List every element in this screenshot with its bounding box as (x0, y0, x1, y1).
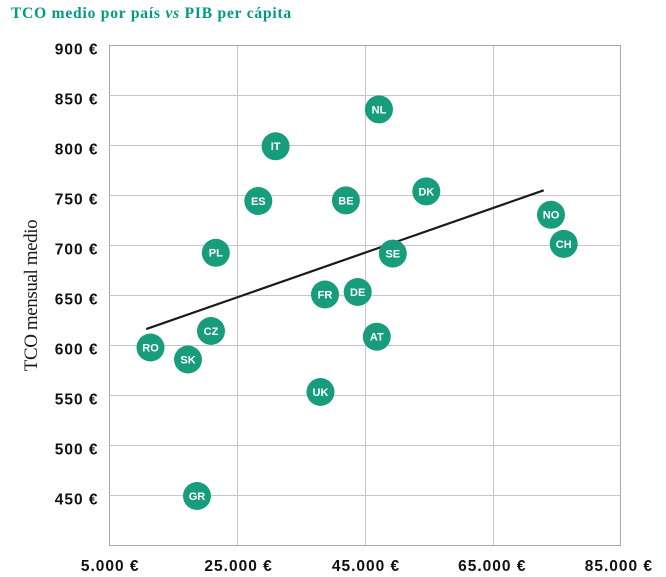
svg-text:550 €: 550 € (55, 392, 99, 409)
svg-text:900 €: 900 € (55, 42, 99, 59)
svg-text:TCO medio por país vs PIB per: TCO medio por país vs PIB per cápita (11, 5, 292, 22)
svg-text:450 €: 450 € (55, 492, 99, 509)
svg-text:85.000 €: 85.000 € (585, 558, 653, 575)
svg-text:DK: DK (418, 186, 434, 198)
svg-text:5.000 €: 5.000 € (81, 558, 140, 575)
svg-text:UK: UK (313, 387, 329, 399)
svg-text:65.000 €: 65.000 € (458, 558, 526, 575)
svg-text:FR: FR (318, 289, 333, 301)
svg-text:BE: BE (338, 195, 353, 207)
svg-text:SK: SK (180, 354, 195, 366)
svg-text:ES: ES (251, 196, 266, 208)
svg-text:PL: PL (209, 248, 223, 260)
svg-text:600 €: 600 € (55, 342, 99, 359)
svg-text:AT: AT (370, 332, 384, 344)
svg-text:GR: GR (189, 491, 206, 503)
svg-text:850 €: 850 € (55, 92, 99, 109)
svg-text:750 €: 750 € (55, 192, 99, 209)
svg-text:RO: RO (142, 342, 159, 354)
svg-text:DE: DE (350, 287, 365, 299)
svg-text:NL: NL (372, 104, 387, 116)
svg-text:800 €: 800 € (55, 142, 99, 159)
svg-text:IT: IT (271, 141, 281, 153)
svg-text:SE: SE (385, 249, 400, 261)
svg-text:TCO mensual medio: TCO mensual medio (21, 220, 42, 372)
svg-text:25.000 €: 25.000 € (204, 558, 272, 575)
svg-text:CZ: CZ (204, 326, 219, 338)
svg-text:45.000 €: 45.000 € (332, 558, 400, 575)
svg-text:NO: NO (543, 210, 560, 222)
svg-text:500 €: 500 € (55, 442, 99, 459)
svg-text:650 €: 650 € (55, 292, 99, 309)
svg-text:CH: CH (556, 239, 572, 251)
svg-text:700 €: 700 € (55, 242, 99, 259)
